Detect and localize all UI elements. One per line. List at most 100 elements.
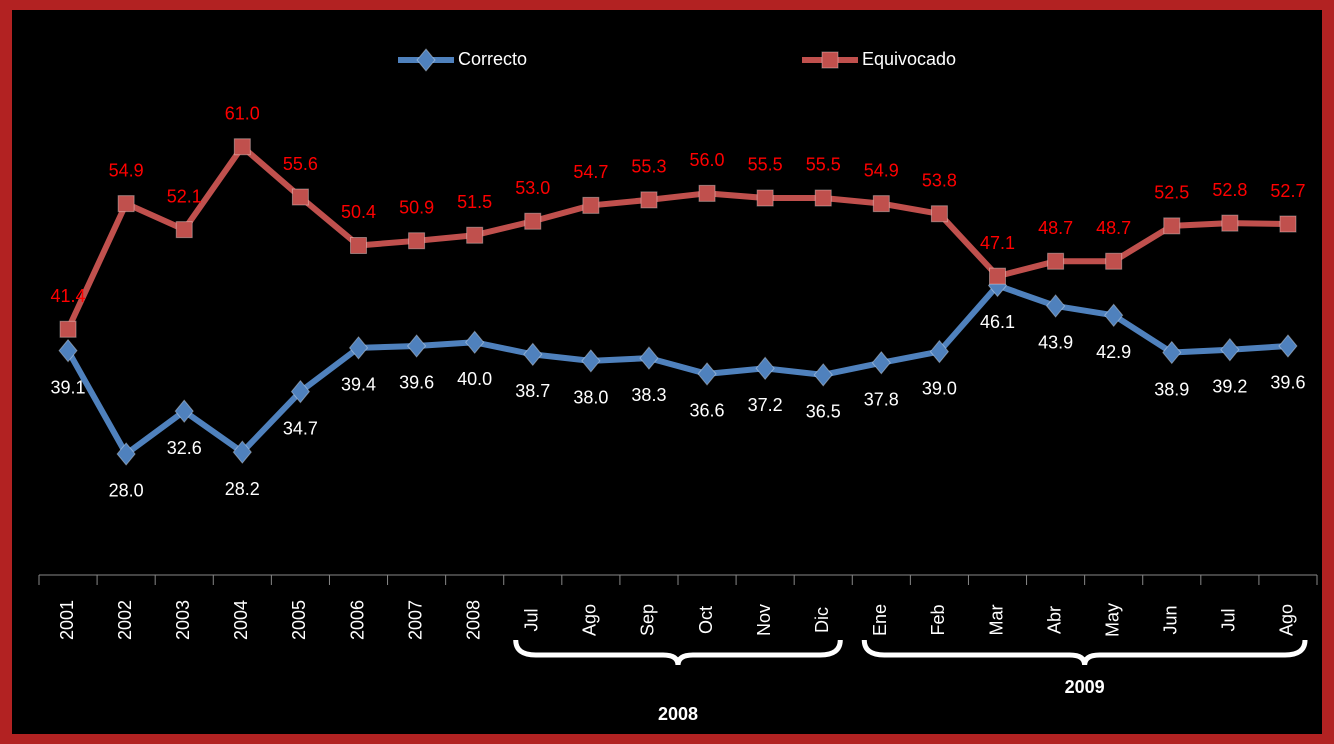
- data-label: 61.0: [225, 104, 260, 124]
- data-label: 54.9: [864, 160, 899, 180]
- x-tick-label: Jun: [1161, 605, 1181, 634]
- data-label: 38.0: [573, 388, 608, 408]
- data-point: [116, 442, 136, 466]
- data-point: [697, 362, 717, 386]
- data-label: 36.5: [806, 402, 841, 422]
- data-label: 54.7: [573, 162, 608, 182]
- x-tick-label: Sep: [638, 604, 658, 636]
- series-line: [65, 143, 1288, 331]
- group-brace: [861, 639, 1308, 666]
- x-tick-label: Ago: [580, 604, 600, 636]
- data-label: 39.1: [51, 377, 86, 397]
- data-label: 39.6: [399, 373, 434, 393]
- x-tick-label: Jul: [1219, 608, 1239, 631]
- data-label: 47.1: [980, 233, 1015, 253]
- data-label: 53.0: [515, 178, 550, 198]
- data-point: [466, 226, 484, 244]
- data-label: 39.0: [922, 378, 957, 398]
- plot-background: [12, 10, 1322, 734]
- data-point: [1045, 294, 1066, 318]
- data-point: [814, 189, 832, 207]
- data-label: 52.1: [167, 186, 202, 206]
- x-tick-label: 2007: [405, 600, 425, 640]
- group-label: 2008: [658, 704, 698, 724]
- data-label: 54.9: [109, 160, 144, 180]
- data-point: [582, 196, 600, 214]
- data-label: 52.8: [1212, 180, 1247, 200]
- data-point: [58, 338, 78, 363]
- data-label: 55.5: [748, 155, 783, 175]
- x-tick-label: Nov: [754, 604, 774, 636]
- data-label: 55.6: [283, 154, 318, 174]
- data-point: [756, 189, 774, 207]
- data-point: [348, 336, 369, 360]
- data-label: 36.6: [690, 401, 725, 421]
- data-point: [1162, 340, 1182, 365]
- data-label: 28.2: [225, 479, 260, 499]
- data-point: [989, 267, 1006, 285]
- group-label: 2009: [1065, 677, 1105, 697]
- data-label: 39.6: [1270, 373, 1305, 393]
- data-point: [1220, 337, 1240, 362]
- data-point: [1279, 215, 1297, 233]
- data-label: 52.7: [1270, 181, 1305, 201]
- data-label: 56.0: [690, 150, 725, 170]
- data-point: [408, 232, 426, 250]
- data-label: 48.7: [1096, 218, 1131, 238]
- data-label: 37.2: [748, 395, 783, 415]
- data-point: [406, 334, 427, 358]
- data-point: [523, 342, 543, 367]
- data-point: [350, 236, 367, 254]
- series-line: [65, 282, 1289, 457]
- data-point: [930, 205, 948, 223]
- data-point: [59, 320, 77, 338]
- group-brace: [513, 639, 843, 666]
- data-label: 38.7: [515, 381, 550, 401]
- data-label: 38.9: [1154, 379, 1189, 399]
- x-tick-label: 2002: [115, 600, 135, 640]
- x-tick-label: 2001: [57, 600, 77, 640]
- data-point: [929, 339, 950, 364]
- data-label: 39.2: [1212, 376, 1247, 396]
- data-point: [813, 363, 833, 387]
- data-point: [174, 399, 194, 423]
- x-tick-label: Mar: [986, 604, 1006, 635]
- data-label: 53.8: [922, 171, 957, 191]
- data-point: [1047, 252, 1065, 270]
- x-tick-label: Ago: [1277, 604, 1297, 636]
- x-tick-label: 2003: [173, 600, 193, 640]
- data-label: 38.3: [631, 385, 666, 405]
- data-label: 28.0: [109, 481, 144, 501]
- data-point: [175, 221, 193, 239]
- data-label: 34.7: [283, 418, 318, 438]
- data-point: [581, 349, 601, 373]
- x-tick-label: 2004: [231, 600, 251, 640]
- data-point: [1221, 214, 1239, 232]
- data-point: [290, 379, 311, 404]
- x-tick-label: 2005: [289, 600, 309, 640]
- data-label: 46.1: [980, 312, 1015, 332]
- data-point: [755, 356, 775, 381]
- data-label: 52.5: [1154, 183, 1189, 203]
- x-tick-label: Oct: [696, 606, 716, 634]
- x-tick-label: 2006: [347, 600, 367, 640]
- data-point: [872, 195, 890, 213]
- x-tick-label: Feb: [928, 604, 948, 635]
- data-point: [233, 138, 251, 156]
- data-label: 39.4: [341, 375, 376, 395]
- legend-label: Equivocado: [862, 49, 956, 69]
- data-point: [1278, 334, 1298, 358]
- data-label: 55.3: [631, 157, 666, 177]
- data-point: [640, 191, 658, 209]
- data-point: [524, 212, 542, 230]
- x-tick-label: Ene: [870, 604, 890, 636]
- data-label: 50.9: [399, 198, 434, 218]
- data-point: [639, 346, 659, 370]
- data-label: 41.4: [51, 286, 86, 306]
- data-label: 55.5: [806, 155, 841, 175]
- x-tick-label: Dic: [812, 607, 832, 633]
- data-label: 51.5: [457, 192, 492, 212]
- data-label: 40.0: [457, 369, 492, 389]
- x-tick-label: May: [1102, 603, 1122, 637]
